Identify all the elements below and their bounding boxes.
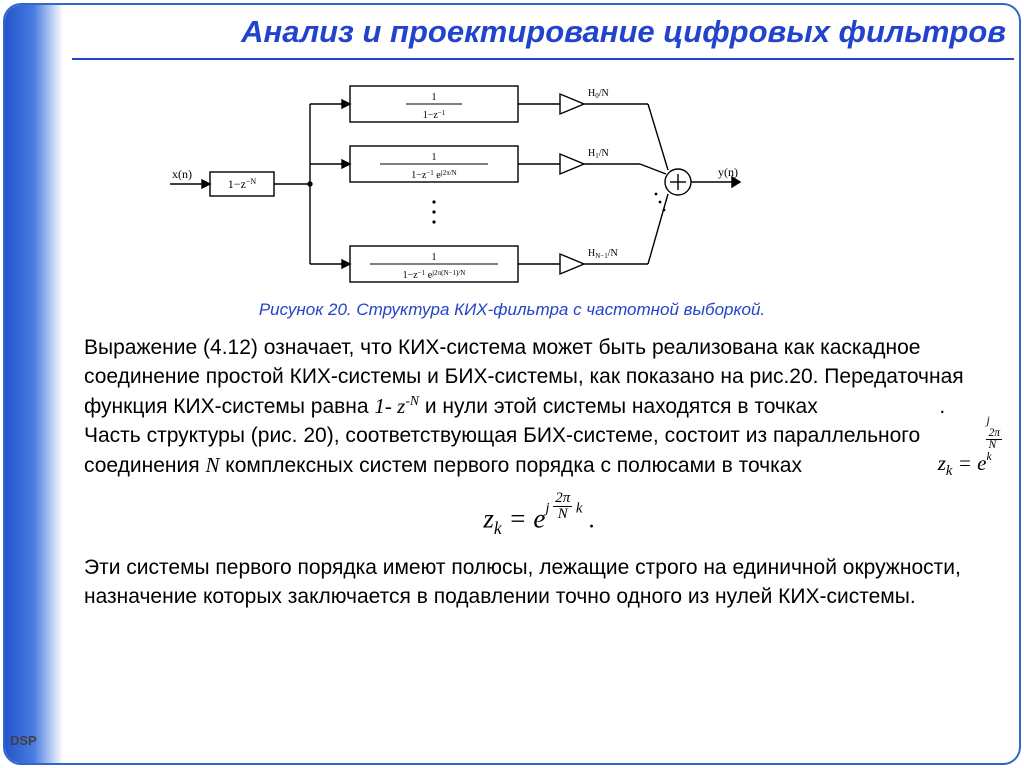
- diagram-b1-num: 1: [432, 152, 437, 163]
- diagram-b0-num: 1: [432, 92, 437, 103]
- diagram-input-label: x(n): [172, 167, 192, 181]
- gradient-sidebar: [5, 5, 63, 763]
- dsp-label: DSP: [10, 733, 37, 748]
- display-formula-zk: zk = e j 2πN k .: [84, 491, 994, 540]
- p1-math-1: 1- z-N: [374, 394, 419, 418]
- diagram-bN-num: 1: [432, 252, 437, 263]
- diagram-gain0: H0/N: [588, 88, 609, 100]
- block-diagram: x(n) 1−z−N 1 1−z−1 1 1−z−1 ej2π/N 1 1−z−…: [170, 74, 770, 294]
- p1-d: комплексных систем первого порядка с пол…: [225, 454, 802, 477]
- paragraph-2: Эти системы первого порядка имеют полюсы…: [84, 554, 994, 612]
- diagram-gainN: HN−1/N: [588, 248, 618, 260]
- title-underline: [72, 58, 1014, 60]
- paragraph-1: Выражение (4.12) означает, что КИХ-систе…: [84, 334, 994, 481]
- body-text: Выражение (4.12) означает, что КИХ-систе…: [84, 334, 994, 618]
- figure-caption: Рисунок 20. Структура КИХ-фильтра с част…: [0, 300, 1024, 320]
- diagram-gain1: H1/N: [588, 148, 609, 160]
- diagram-output-label: y(n): [718, 165, 738, 179]
- p1-math-N: N: [205, 453, 219, 477]
- slide-title: Анализ и проектирование цифровых фильтро…: [0, 14, 1012, 50]
- p1-b: и нули этой системы находятся в точках: [425, 395, 824, 418]
